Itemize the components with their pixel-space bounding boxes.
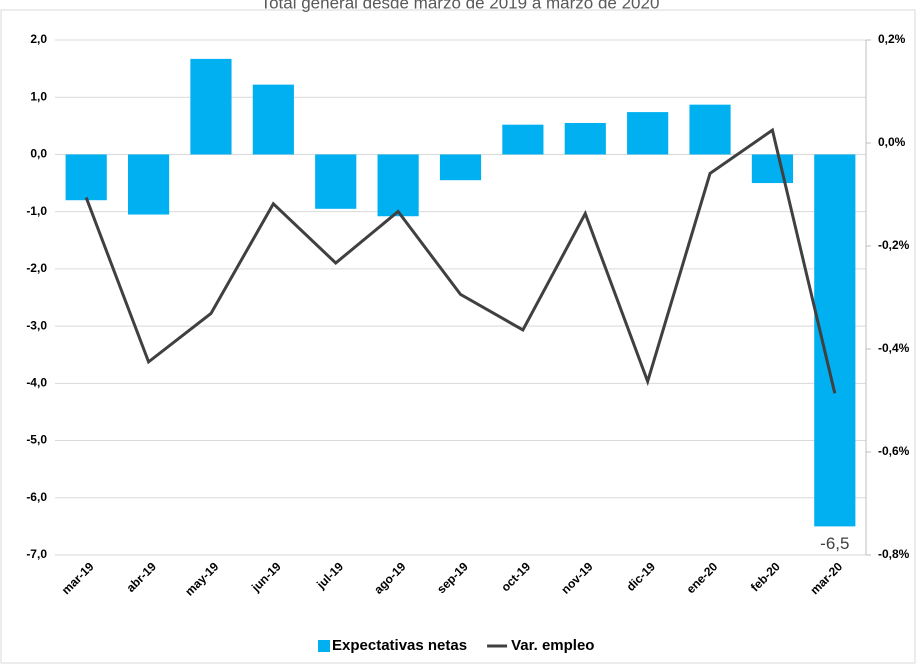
legend-swatch <box>318 640 330 652</box>
chart-title: Total general desde marzo de 2019 a marz… <box>261 0 660 12</box>
x-tick-label: dic-19 <box>624 559 659 594</box>
x-tick-label: feb-20 <box>748 559 783 594</box>
x-tick-label: ene-20 <box>684 559 721 596</box>
y-tick-label: 0,0 <box>30 147 47 161</box>
bar <box>190 58 232 155</box>
y2-tick-label: 0,0% <box>878 135 906 149</box>
y2-tick-label: -0,4% <box>878 341 910 355</box>
y-tick-label: -1,0 <box>26 204 47 218</box>
y2-tick-label: -0,8% <box>878 547 910 561</box>
bar <box>627 112 669 155</box>
bar <box>439 154 482 181</box>
y-tick-label: -2,0 <box>26 261 47 275</box>
y2-tick-label: -0,2% <box>878 238 910 252</box>
y2-tick-label: 0,2% <box>878 32 906 46</box>
bar <box>502 124 544 155</box>
y-tick-label: -3,0 <box>26 318 47 332</box>
line <box>84 127 837 394</box>
x-tick-label: nov-19 <box>558 559 595 596</box>
y-tick-label: -4,0 <box>26 376 47 390</box>
bar <box>315 154 357 209</box>
y-tick-label: -5,0 <box>26 433 47 447</box>
y-tick-label: 1,0 <box>30 89 47 103</box>
bar <box>65 154 107 201</box>
x-tick-label: mar-19 <box>59 559 97 597</box>
y-tick-label: 2,0 <box>30 32 47 46</box>
y-tick-label: -6,0 <box>26 490 47 504</box>
bar <box>564 122 606 155</box>
x-tick-label: oct-19 <box>498 559 533 594</box>
x-tick-label: sep-19 <box>434 559 471 596</box>
x-tick-label: jul-19 <box>313 559 346 592</box>
data-label: -6,5 <box>820 534 849 553</box>
legend-label: Expectativas netas <box>332 637 467 654</box>
x-tick-label: ago-19 <box>371 559 408 596</box>
x-tick-label: abr-19 <box>124 559 160 595</box>
bar <box>377 154 419 217</box>
x-tick-label: may-19 <box>182 559 221 598</box>
x-tick-label: mar-20 <box>807 559 845 597</box>
bar <box>751 154 794 184</box>
chart-border <box>0 9 916 664</box>
y-tick-label: -7,0 <box>26 547 47 561</box>
bar <box>689 104 731 155</box>
bar <box>127 154 170 215</box>
y2-tick-label: -0,6% <box>878 444 910 458</box>
bar <box>814 154 856 527</box>
legend-label: Var. empleo <box>511 637 594 654</box>
bar <box>252 84 294 155</box>
x-tick-label: jun-19 <box>248 559 284 595</box>
